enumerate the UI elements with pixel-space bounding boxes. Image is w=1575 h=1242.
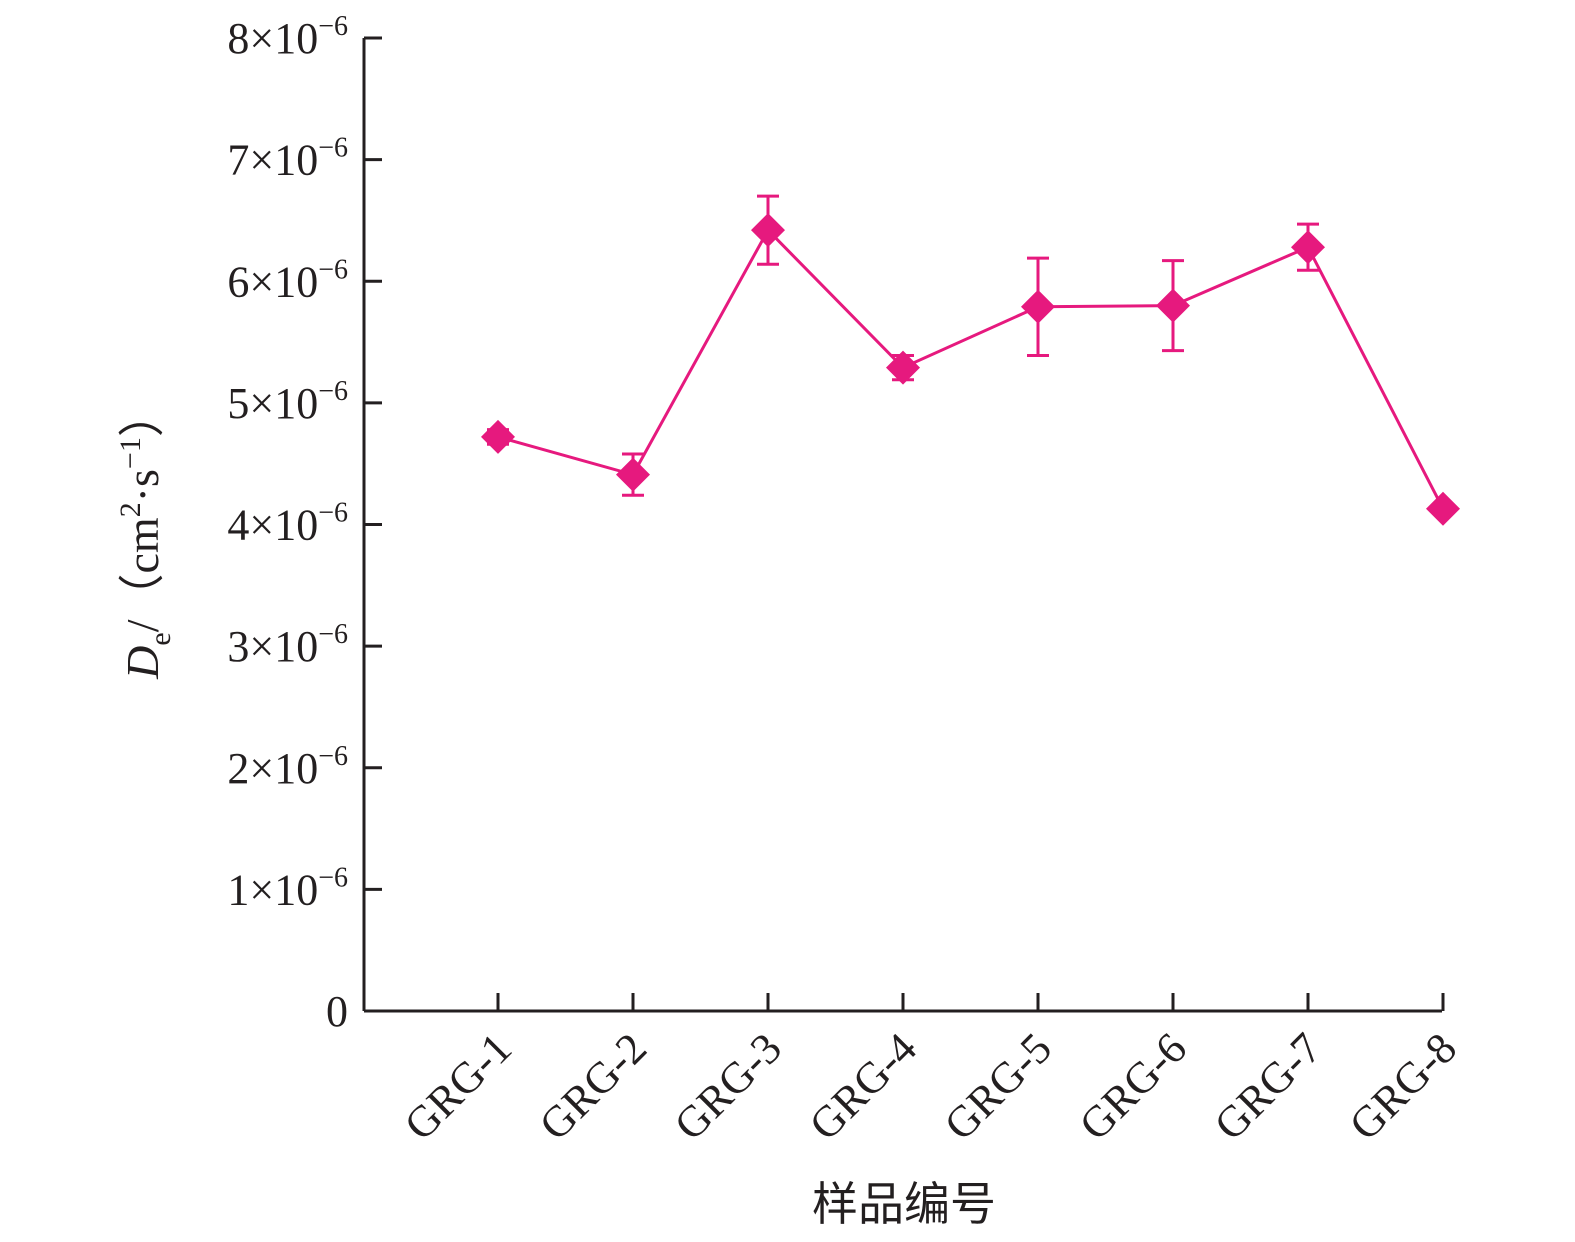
y-tick-label-7: 7×10−6 — [227, 133, 348, 185]
y-tick-mantissa-0: 0 — [326, 987, 348, 1036]
y-axis-subscript: e — [144, 632, 177, 645]
y-axis-title: De/（cm2·s−1） — [114, 391, 177, 680]
y-tick-mantissa-3: 3×10 — [227, 622, 318, 671]
y-axis-unit-mid: ·s — [117, 469, 168, 502]
data-point-GRG-4 — [886, 350, 920, 385]
y-axis-unit-exp1: 2 — [114, 502, 147, 517]
y-tick-mantissa-6: 6×10 — [227, 257, 318, 306]
y-tick-mantissa-8: 8×10 — [227, 14, 318, 63]
y-tick-mantissa-2: 2×10 — [227, 744, 318, 793]
data-point-GRG-2 — [616, 457, 650, 492]
data-point-GRG-5 — [1021, 289, 1055, 324]
x-tick-label-5: GRG-6 — [1070, 1023, 1196, 1149]
x-tick-label-3: GRG-4 — [800, 1023, 926, 1149]
y-tick-label-2: 2×10−6 — [227, 741, 348, 793]
y-tick-label-5: 5×10−6 — [227, 376, 348, 428]
data-point-GRG-8 — [1426, 491, 1460, 526]
x-axis-title: 样品编号 — [812, 1179, 996, 1230]
y-tick-exponent-3: −6 — [318, 619, 348, 650]
y-tick-mantissa-4: 4×10 — [227, 501, 318, 550]
x-tick-label-6: GRG-7 — [1205, 1023, 1331, 1149]
y-tick-exponent-8: −6 — [318, 11, 348, 42]
data-point-GRG-1 — [481, 419, 515, 454]
y-tick-label-8: 8×10−6 — [227, 11, 348, 63]
y-tick-mantissa-7: 7×10 — [227, 136, 318, 185]
y-axis-symbol: D — [117, 646, 168, 680]
y-axis-unit-suffix: ） — [117, 391, 168, 437]
y-tick-exponent-1: −6 — [318, 862, 348, 893]
y-axis: 01×10−62×10−63×10−64×10−65×10−66×10−67×1… — [227, 11, 382, 1036]
y-tick-mantissa-1: 1×10 — [227, 865, 318, 914]
x-tick-label-1: GRG-2 — [530, 1023, 656, 1149]
data-point-GRG-3 — [751, 213, 785, 248]
y-tick-label-0: 0 — [326, 987, 348, 1036]
data-point-GRG-7 — [1291, 230, 1325, 265]
x-tick-label-7: GRG-8 — [1340, 1023, 1466, 1149]
y-tick-label-3: 3×10−6 — [227, 619, 348, 671]
series-group — [481, 194, 1460, 526]
y-tick-exponent-5: −6 — [318, 376, 348, 407]
y-tick-label-6: 6×10−6 — [227, 254, 348, 306]
x-tick-label-2: GRG-3 — [665, 1023, 791, 1149]
y-tick-exponent-4: −6 — [318, 498, 348, 529]
y-axis-unit-exp2: −1 — [114, 437, 147, 469]
series-0-line — [497, 227, 1445, 510]
y-tick-label-4: 4×10−6 — [227, 498, 348, 550]
y-tick-mantissa-5: 5×10 — [227, 379, 318, 428]
x-tick-label-0: GRG-1 — [395, 1023, 521, 1149]
x-axis: GRG-1 GRG-2 GRG-3 GRG-4 GRG-5 GRG-6 GRG-7 GRG-8 — [364, 993, 1466, 1150]
y-tick-exponent-6: −6 — [318, 254, 348, 285]
y-axis-unit-prefix: /（cm — [117, 517, 168, 632]
x-tick-label-4: GRG-5 — [935, 1023, 1061, 1149]
y-tick-exponent-2: −6 — [318, 741, 348, 772]
y-tick-label-1: 1×10−6 — [227, 862, 348, 914]
y-tick-exponent-7: −6 — [318, 133, 348, 164]
data-point-GRG-6 — [1156, 288, 1190, 323]
